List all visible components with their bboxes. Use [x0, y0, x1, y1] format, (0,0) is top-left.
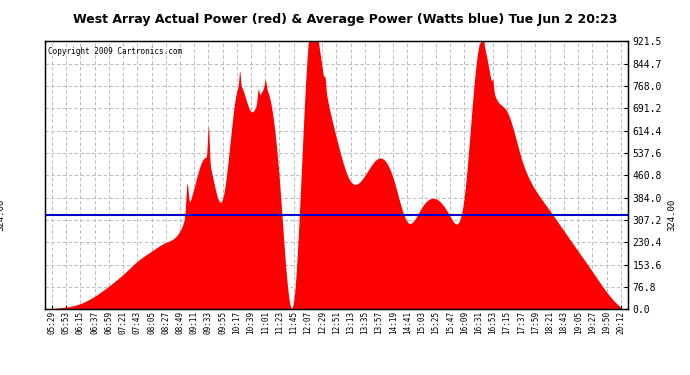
Text: 324.00: 324.00	[667, 199, 676, 231]
Text: 324.00: 324.00	[0, 199, 6, 231]
Text: Copyright 2009 Cartronics.com: Copyright 2009 Cartronics.com	[48, 46, 182, 56]
Text: West Array Actual Power (red) & Average Power (Watts blue) Tue Jun 2 20:23: West Array Actual Power (red) & Average …	[73, 13, 617, 26]
